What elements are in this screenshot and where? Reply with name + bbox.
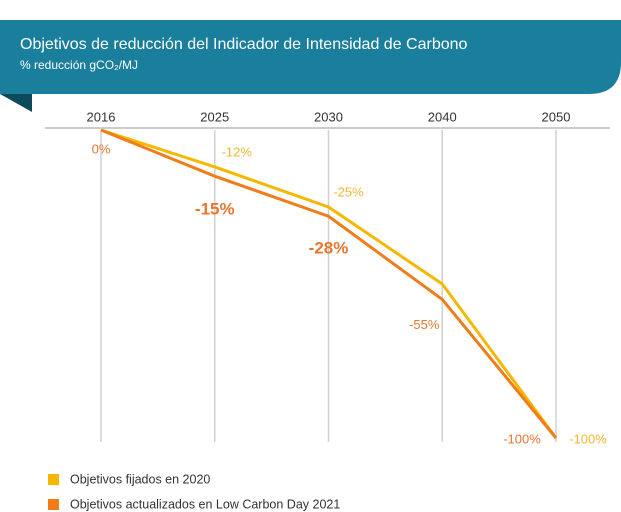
value-label: -55% [409,317,440,332]
legend-label: Objetivos actualizados en Low Carbon Day… [70,497,340,511]
value-label: -100% [569,431,607,446]
value-label: -28% [309,239,349,258]
series-line [100,128,558,439]
legend-swatch [48,499,59,510]
value-label: 0% [92,141,111,156]
x-tick-label: 2050 [542,109,571,124]
value-label: -15% [195,200,235,219]
x-tick-label: 2025 [200,109,229,124]
chart-subtitle: % reducción gCO₂/MJ [20,58,138,72]
series-line [100,128,558,439]
x-tick-label: 2030 [314,109,343,124]
value-label: -12% [222,144,253,159]
x-tick-label: 2016 [87,109,116,124]
title-banner [0,20,621,94]
value-label: -25% [333,184,364,199]
legend-label: Objetivos fijados en 2020 [70,472,210,486]
value-label: -100% [503,431,541,446]
banner-fold [0,94,32,112]
legend-swatch [48,474,59,485]
chart-title: Objetivos de reducción del Indicador de … [20,36,468,53]
x-tick-label: 2040 [428,109,457,124]
